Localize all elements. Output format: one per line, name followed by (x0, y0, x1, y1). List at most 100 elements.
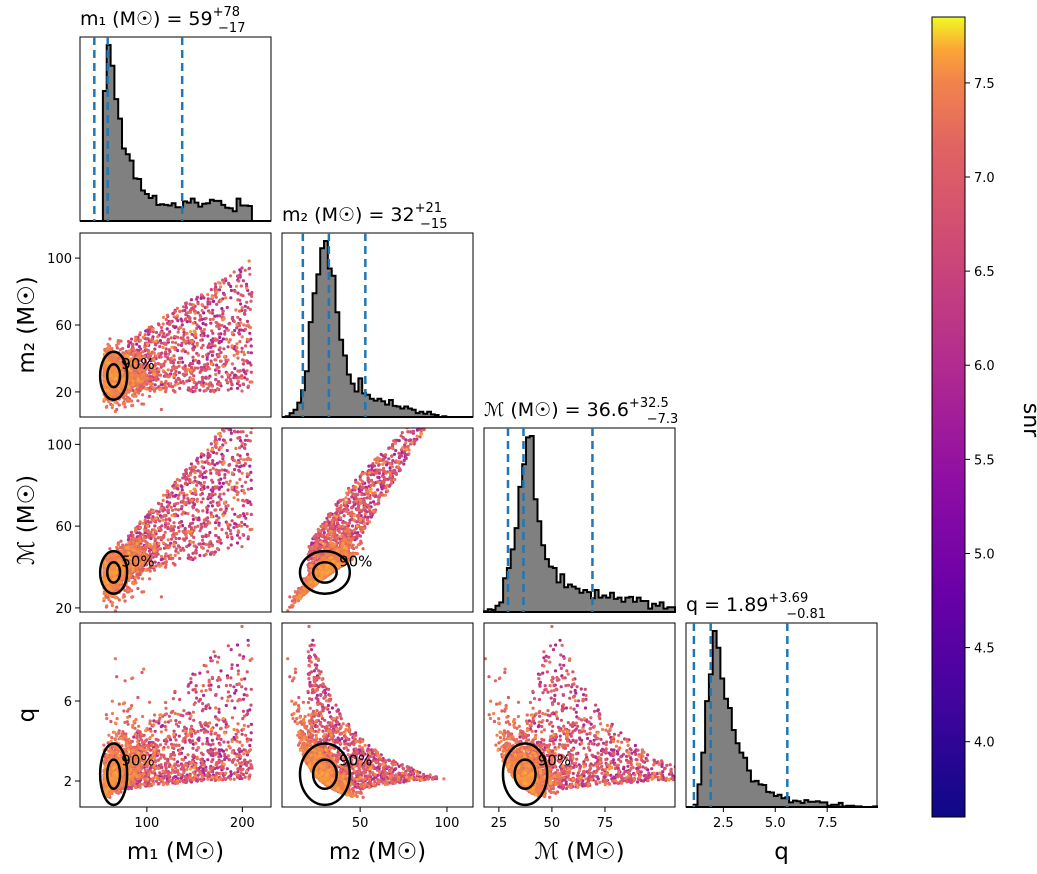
scatter-point (159, 554, 163, 559)
scatter-point (192, 535, 196, 540)
scatter-point (217, 382, 221, 386)
scatter-point (247, 292, 251, 296)
scatter-point (228, 321, 232, 325)
scatter-point (138, 525, 142, 530)
scatter-point (159, 515, 163, 519)
scatter-point (191, 480, 195, 484)
scatter-point (245, 524, 249, 528)
scatter-point (171, 494, 175, 498)
scatter-point (185, 544, 189, 549)
scatter-point (152, 545, 156, 549)
scatter-point (186, 497, 190, 501)
scatter-point (234, 522, 238, 526)
scatter-point (223, 354, 227, 358)
scatter-point (215, 363, 219, 367)
scatter-point (202, 311, 206, 315)
scatter-point (154, 529, 158, 533)
scatter-point (195, 295, 199, 299)
scatter-point (228, 479, 232, 483)
scatter-point (196, 353, 200, 357)
scatter-point (184, 471, 188, 475)
scatter-point (242, 311, 247, 316)
scatter-point (205, 305, 209, 309)
scatter-point (220, 468, 224, 472)
scatter-point (164, 563, 168, 567)
scatter-point (218, 346, 222, 350)
scatter-point (240, 422, 243, 425)
scatter-point (127, 343, 131, 347)
scatter-point (141, 355, 146, 359)
scatter-point (240, 520, 244, 525)
scatter-point (239, 321, 243, 325)
scatter-point (110, 392, 114, 396)
scatter-point (110, 403, 115, 407)
scatter-point (235, 326, 239, 330)
scatter-point (237, 419, 240, 422)
scatter-point (210, 384, 214, 388)
scatter-point (166, 368, 170, 372)
scatter-point (225, 305, 229, 310)
scatter-point (158, 519, 162, 523)
scatter-point (181, 337, 185, 341)
scatter-point (175, 477, 179, 482)
scatter-point (221, 364, 225, 369)
scatter-point (149, 520, 153, 524)
scatter-point (149, 374, 153, 378)
scatter-point (209, 288, 213, 292)
scatter-point (250, 423, 253, 426)
scatter-point (133, 375, 137, 379)
scatter-point (188, 480, 192, 484)
scatter-point (126, 398, 130, 402)
scatter-point (108, 337, 112, 341)
scatter-point (112, 382, 116, 386)
scatter-point (213, 435, 217, 439)
scatter-point (166, 337, 170, 341)
scatter-point (234, 284, 238, 288)
scatter-point (188, 330, 193, 334)
scatter-point (177, 521, 182, 525)
scatter-point (133, 389, 137, 394)
scatter-point (201, 321, 205, 326)
scatter-point (164, 521, 168, 525)
scatter-point (150, 377, 154, 381)
scatter-point (142, 590, 146, 594)
scatter-point (227, 281, 231, 285)
scatter-point (239, 270, 243, 274)
scatter-point (173, 347, 177, 351)
scatter-point (136, 364, 140, 368)
scatter-point (236, 430, 240, 434)
scatter-point (243, 376, 247, 380)
scatter-point (182, 496, 186, 500)
scatter-point (191, 362, 195, 366)
scatter-point (141, 577, 145, 581)
scatter-point (149, 352, 153, 356)
scatter-point (204, 323, 208, 327)
scatter-point (164, 350, 168, 354)
scatter-point (246, 423, 249, 426)
scatter-point (215, 367, 219, 371)
scatter-point (217, 539, 221, 543)
scatter-point (222, 347, 226, 351)
scatter-point (214, 534, 218, 538)
scatter-point (184, 306, 188, 310)
scatter-point (152, 358, 156, 363)
scatter-point (163, 335, 167, 339)
scatter-point (182, 491, 186, 495)
scatter-point (172, 374, 176, 378)
scatter-point (215, 461, 219, 465)
scatter-point (202, 542, 206, 546)
scatter-point (191, 359, 195, 363)
scatter-point (176, 508, 181, 512)
scatter-point (204, 552, 208, 556)
scatter-point (172, 315, 176, 319)
scatter-point (222, 281, 226, 285)
scatter-point (228, 377, 232, 381)
scatter-point (107, 345, 111, 349)
scatter-point (179, 381, 183, 385)
scatter-point (181, 476, 185, 480)
scatter-point (246, 306, 250, 310)
scatter-point (205, 506, 209, 510)
scatter-point (120, 368, 125, 372)
scatter-point (204, 475, 208, 479)
scatter-point (178, 360, 182, 364)
